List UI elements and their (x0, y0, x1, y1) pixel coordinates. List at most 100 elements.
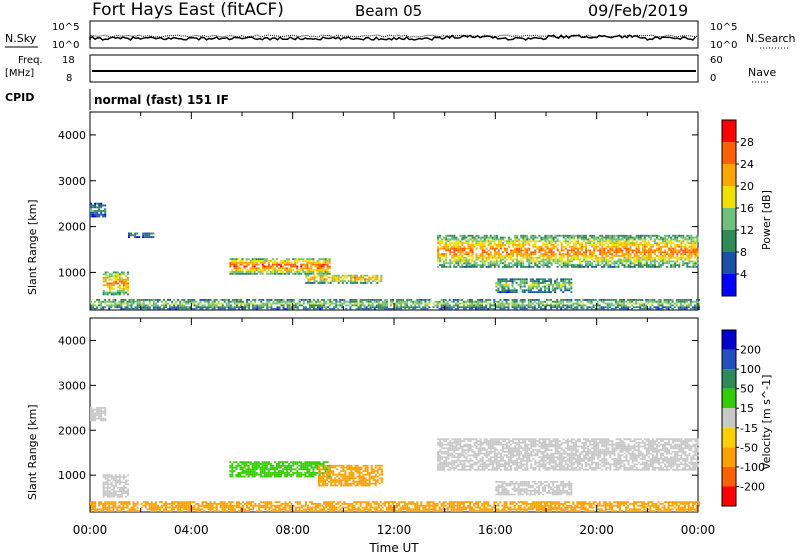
colorbar-swatch (722, 486, 736, 506)
x-tick-label: 20:00 (579, 523, 614, 537)
colorbar-swatch (722, 466, 736, 487)
nsearch-line (89, 34, 699, 38)
colorbar-swatch (722, 274, 736, 296)
nave-ytick-high: 60 (710, 55, 723, 66)
colorbar-swatch (722, 330, 736, 350)
x-tick-label: 08:00 (275, 523, 310, 537)
y-tick-label: 4000 (58, 334, 86, 347)
freq-panel (89, 54, 699, 83)
y-tick-label: 1000 (58, 266, 86, 279)
echo-region (90, 501, 701, 512)
echo-region (229, 461, 331, 478)
colorbar-swatch (722, 186, 736, 208)
cpid-label: CPID (5, 91, 34, 104)
echo-region (90, 202, 107, 218)
freq-ytick-low: 8 (66, 73, 72, 84)
nsearch-ytick-low: 10^0 (710, 40, 737, 51)
freq-ytick-high: 18 (62, 55, 75, 66)
power-colorbar-label: Power [dB] (760, 190, 773, 250)
colorbar-tick-label: 16 (740, 202, 754, 215)
colorbar-tick-label: 50 (740, 383, 754, 396)
colorbar-swatch (722, 142, 736, 164)
colorbar-tick-label: 200 (740, 344, 761, 357)
velocity-panel (89, 317, 699, 513)
x-tick-label: 00:00 (73, 523, 108, 537)
power-colorbar: 4 8 12 16 20 24 28 (721, 119, 754, 297)
colorbar-frame (721, 329, 737, 507)
y-tick-label: 1000 (58, 469, 86, 482)
y-tick-label: 2000 (58, 221, 86, 234)
colorbar-swatch (722, 369, 736, 389)
echo-region (437, 438, 699, 471)
colorbar-swatch (722, 252, 736, 274)
x-tick-label: 04:00 (174, 523, 209, 537)
colorbar-swatch (722, 349, 736, 370)
colorbar-tick-label: 8 (740, 246, 747, 259)
y-tick-label: 3000 (58, 379, 86, 392)
echo-region (90, 299, 701, 310)
echo-region (437, 234, 699, 268)
nave-ytick-low: 0 (710, 73, 716, 84)
colorbar-tick-label: 100 (740, 363, 761, 376)
echo-region (305, 274, 383, 284)
colorbar-tick-label: -50 (740, 441, 758, 454)
y-tick-label: 2000 (58, 424, 86, 437)
colorbar-swatch (722, 120, 736, 142)
freq-label: Freq. (18, 55, 43, 66)
colorbar-tick-label: 24 (740, 158, 754, 171)
colorbar-tick-label: 4 (740, 268, 747, 281)
date-label: 09/Feb/2019 (588, 1, 688, 20)
echo-region (90, 406, 107, 422)
echo-region (102, 474, 130, 498)
power-panel (89, 111, 699, 311)
colorbar-tick-label: 12 (740, 224, 754, 237)
x-tick-label: 12:00 (377, 523, 412, 537)
echo-region (229, 258, 331, 275)
velocity-echoes (90, 406, 701, 512)
echo-region (318, 464, 383, 487)
velocity-ylabel: Slant Range [km] (26, 404, 39, 500)
colorbar-tick-label: 15 (740, 402, 754, 415)
y-tick-label: 4000 (58, 129, 86, 142)
colorbar-swatch (722, 230, 736, 252)
colorbar-swatch (722, 164, 736, 186)
nave-label: Nave (748, 66, 776, 79)
beam-label: Beam 05 (355, 2, 422, 20)
nsky-ytick-low: 10^0 (52, 40, 79, 51)
colorbar-swatch (722, 208, 736, 230)
nsearch-label: N.Search (746, 32, 796, 45)
nsky-ytick-high: 10^5 (52, 22, 79, 33)
site-title: Fort Hays East (fitACF) (92, 0, 284, 20)
colorbar-tick-label: -200 (740, 480, 765, 493)
power-ylabel: Slant Range [km] (26, 199, 39, 295)
x-tick-label: 00:00 (681, 523, 716, 537)
velocity-colorbar-label: Velocity [m s^-1] (760, 375, 773, 470)
echo-region (495, 481, 573, 496)
echo-region (102, 271, 130, 296)
nsearch-ytick-high: 10^5 (710, 22, 737, 33)
colorbar-tick-label: 28 (740, 136, 754, 149)
power-echoes (90, 202, 701, 310)
freq-unit-label: [MHz] (5, 68, 34, 79)
velocity-axis: 1000 2000 3000 4000 (58, 318, 699, 512)
colorbar-tick-label: -100 (740, 461, 765, 474)
nsky-label: N.Sky (5, 32, 37, 45)
colorbar-tick-label: -15 (740, 422, 758, 435)
power-axis: 1000 2000 3000 4000 (58, 112, 699, 310)
velocity-colorbar: 200 100 50 15 -15 -50 -100 -200 (721, 329, 765, 507)
echo-region (495, 278, 573, 294)
colorbar-swatch (722, 408, 736, 428)
colorbar-tick-label: 20 (740, 180, 754, 193)
x-tick-label: 16:00 (478, 523, 513, 537)
nsky-trace (89, 34, 699, 41)
colorbar-swatch (722, 427, 736, 448)
cpid-value: normal (fast) 151 IF (94, 93, 229, 107)
colorbar-swatch (722, 447, 736, 467)
colorbar-swatch (722, 388, 736, 409)
time-axis: 00:00 04:00 08:00 12:00 16:00 20:00 00:00 (73, 523, 716, 537)
echo-region (128, 232, 155, 239)
y-tick-label: 3000 (58, 175, 86, 188)
nsky-panel (89, 20, 699, 49)
time-xlabel: Time UT (368, 541, 419, 554)
